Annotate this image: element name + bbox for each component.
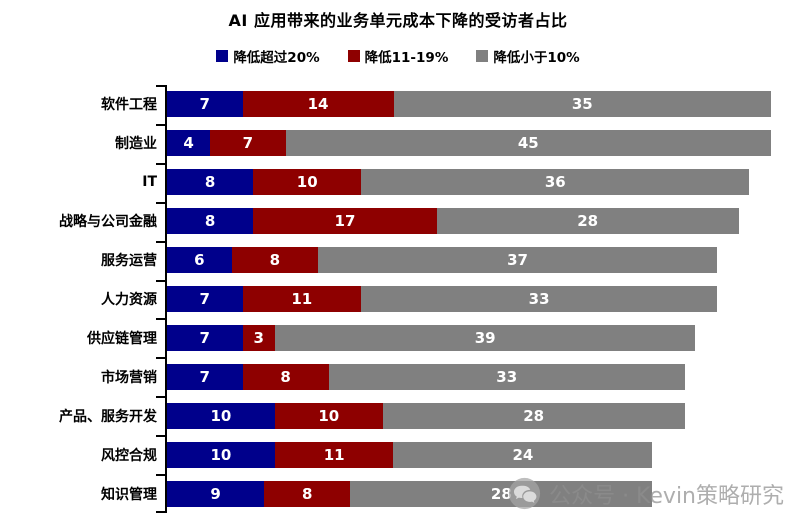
category-row: 人力资源 7 11 33 — [0, 280, 796, 319]
bar-segment: 10 — [167, 441, 275, 468]
bar-segment: 37 — [317, 247, 718, 274]
bar-segment: 4 — [167, 130, 211, 157]
bar-segment: 11 — [274, 441, 394, 468]
category-label: 风控合规 — [101, 447, 157, 464]
category-label: 市场营销 — [101, 369, 157, 386]
legend-item: 降低超过20% — [216, 46, 320, 66]
plot-area: 软件工程 7 14 35 制造业 4 7 45 IT 8 10 36 战略与公司金融 8 17 28 服务运营 6… — [0, 85, 796, 513]
category-row: IT 8 10 36 — [0, 163, 796, 202]
y-axis-line — [165, 85, 167, 513]
bar-segment: 10 — [253, 169, 362, 196]
bar-segment: 8 — [231, 247, 318, 274]
axis-tick — [156, 123, 165, 126]
chart-title: AI 应用带来的业务单元成本下降的受访者占比 — [228, 11, 568, 30]
bar-segment: 8 — [242, 363, 329, 390]
category-label: IT — [142, 174, 157, 191]
axis-tick — [156, 240, 165, 243]
legend-swatch-icon — [347, 50, 360, 62]
category-row: 风控合规 10 11 24 — [0, 435, 796, 474]
bar-segment: 14 — [242, 91, 394, 118]
axis-tick — [156, 474, 165, 477]
watermark-text: 公众号 · Kevin策略研究 — [549, 483, 784, 509]
bar-segment: 36 — [361, 169, 750, 196]
legend-item: 降低小于10% — [476, 46, 580, 66]
category-row: 市场营销 7 8 33 — [0, 357, 796, 396]
bar-track: 7 11 33 — [167, 285, 718, 312]
bar-segment: 45 — [285, 130, 771, 157]
bar-segment: 28 — [436, 208, 739, 235]
bar-segment: 28 — [382, 402, 685, 429]
bar-segment: 8 — [264, 480, 351, 507]
legend-swatch-icon — [476, 50, 489, 62]
bar-segment: 33 — [328, 363, 685, 390]
bar-segment: 7 — [210, 130, 286, 157]
bar-track: 7 14 35 — [167, 91, 771, 118]
axis-tick — [156, 511, 165, 513]
bar-track: 9 8 28 — [167, 480, 653, 507]
bar-track: 10 10 28 — [167, 402, 685, 429]
bar-track: 4 7 45 — [167, 130, 771, 157]
category-row: 制造业 4 7 45 — [0, 124, 796, 163]
bar-segment: 24 — [393, 441, 653, 468]
category-label: 人力资源 — [101, 291, 157, 308]
legend-label: 降低11-19% — [364, 50, 449, 66]
bar-segment: 6 — [167, 247, 232, 274]
category-label: 软件工程 — [101, 97, 157, 114]
bar-segment: 17 — [253, 208, 437, 235]
category-label: 战略与公司金融 — [59, 214, 157, 231]
legend-item: 降低11-19% — [347, 46, 449, 66]
category-label: 产品、服务开发 — [59, 408, 157, 425]
category-label: 知识管理 — [101, 486, 157, 503]
bar-track: 10 11 24 — [167, 441, 653, 468]
legend-swatch-icon — [216, 50, 229, 62]
bar-segment: 7 — [167, 285, 243, 312]
bar-segment: 7 — [167, 363, 243, 390]
axis-tick — [156, 201, 165, 204]
category-label: 制造业 — [115, 136, 157, 153]
axis-tick — [156, 318, 165, 321]
bar-segment: 10 — [274, 402, 383, 429]
axis-tick — [156, 162, 165, 165]
bar-segment: 35 — [393, 91, 771, 118]
watermark: 公众号 · Kevin策略研究 — [508, 477, 784, 510]
axis-tick — [156, 279, 165, 282]
wechat-icon — [508, 477, 541, 510]
axis-tick — [156, 357, 165, 360]
legend: 降低超过20% 降低11-19% 降低小于10% — [0, 46, 796, 66]
bar-segment: 8 — [167, 169, 254, 196]
axis-tick — [156, 396, 165, 399]
category-row: 产品、服务开发 10 10 28 — [0, 396, 796, 435]
bar-segment: 7 — [167, 324, 243, 351]
bar-track: 6 8 37 — [167, 247, 718, 274]
category-row: 战略与公司金融 8 17 28 — [0, 202, 796, 241]
bar-segment: 33 — [361, 285, 718, 312]
bar-segment: 8 — [167, 208, 254, 235]
bar-segment: 7 — [167, 91, 243, 118]
category-row: 服务运营 6 8 37 — [0, 241, 796, 280]
bar-segment: 9 — [167, 480, 265, 507]
bar-segment: 10 — [167, 402, 275, 429]
axis-tick — [156, 85, 165, 87]
bar-segment: 11 — [242, 285, 362, 312]
bar-segment: 3 — [242, 324, 275, 351]
category-label: 供应链管理 — [87, 330, 157, 347]
category-label: 服务运营 — [101, 253, 157, 270]
category-row: 软件工程 7 14 35 — [0, 85, 796, 124]
bar-track: 8 10 36 — [167, 169, 750, 196]
bar-segment: 28 — [350, 480, 653, 507]
category-row: 供应链管理 7 3 39 — [0, 318, 796, 357]
legend-label: 降低小于10% — [493, 50, 580, 66]
bar-segment: 39 — [274, 324, 696, 351]
category-row: 知识管理 9 8 28 — [0, 474, 796, 513]
bar-track: 8 17 28 — [167, 208, 739, 235]
bar-track: 7 3 39 — [167, 324, 696, 351]
bar-track: 7 8 33 — [167, 363, 685, 390]
legend-label: 降低超过20% — [233, 50, 320, 66]
axis-tick — [156, 435, 165, 438]
